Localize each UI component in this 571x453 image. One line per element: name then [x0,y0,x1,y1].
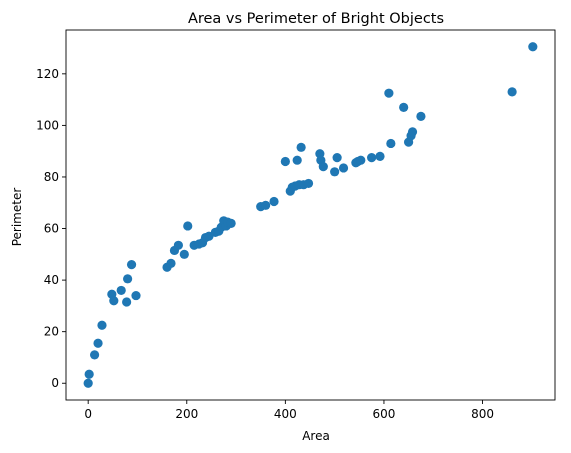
data-point [332,153,342,163]
y-tick-label: 60 [44,222,59,236]
data-point [318,162,328,172]
data-point [122,297,132,307]
data-point [292,155,302,165]
chart-title: Area vs Perimeter of Bright Objects [188,11,444,27]
data-point [386,138,396,149]
data-point [84,369,94,379]
y-axis-label: Perimeter [10,188,24,247]
x-tick-label: 0 [84,407,92,421]
data-point [116,285,126,296]
y-tick-label: 20 [44,325,59,339]
y-tick-label: 120 [36,67,59,81]
data-point [126,260,137,270]
data-point [280,156,290,167]
data-point [97,320,107,330]
data-point [528,42,538,52]
plot-frame [65,29,556,401]
data-point [226,218,236,228]
y-tick-label: 0 [51,376,59,390]
y-tick-label: 80 [44,170,59,184]
data-point [338,163,349,173]
data-point [89,350,100,360]
data-points [83,42,538,388]
data-point [399,102,409,112]
data-point [109,296,119,306]
x-tick-label: 800 [471,407,494,421]
data-point [83,378,93,388]
y-tick-label: 40 [44,273,59,287]
data-point [261,200,271,210]
data-point [367,153,377,163]
data-point [356,155,366,165]
x-tick-label: 400 [274,407,297,421]
data-point [131,290,141,301]
data-point [173,240,183,250]
x-tick-label: 600 [372,407,395,421]
data-point [183,221,193,231]
data-point [269,196,279,207]
data-point [407,127,418,137]
data-point [375,151,385,161]
axes: 0 200 400 600 800 0 20 40 60 80 100 120 [36,29,556,421]
y-tick-label: 100 [36,118,59,132]
data-point [330,167,340,177]
data-point [303,178,314,189]
data-point [384,88,394,98]
data-point [507,87,517,97]
data-point [179,249,189,259]
x-axis-label: Area [302,429,330,443]
data-point [93,338,103,348]
data-point [123,274,133,284]
data-point [166,258,176,268]
x-tick-label: 200 [175,407,198,421]
data-point [296,142,306,152]
data-point [416,111,426,121]
